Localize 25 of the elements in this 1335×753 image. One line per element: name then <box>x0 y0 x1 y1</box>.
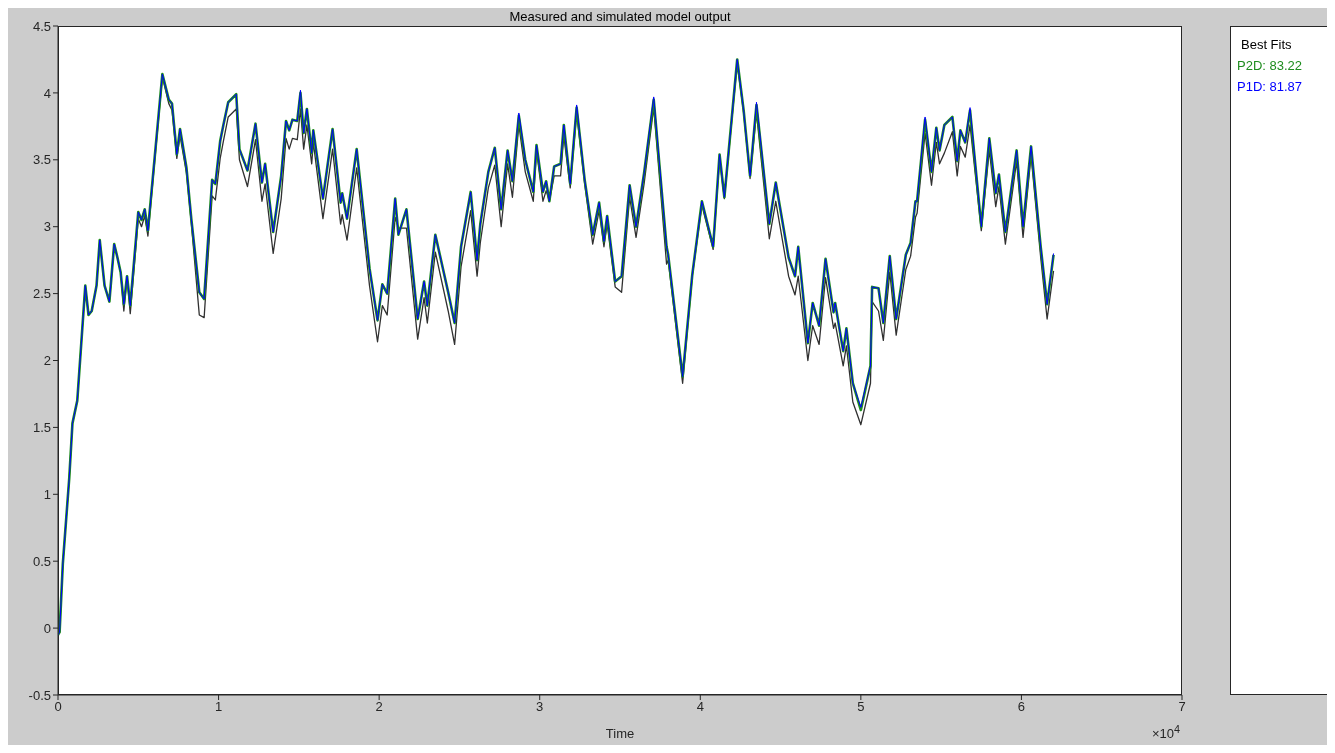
x-tick-label: 7 <box>1178 699 1186 715</box>
x-tick-label: 3 <box>536 699 544 715</box>
legend-title: Best Fits <box>1240 37 1293 52</box>
x-tick-label: 2 <box>375 699 383 715</box>
x-axis-title: Time <box>605 726 635 741</box>
y-tick-label: 2.5 <box>32 286 51 302</box>
y-tick-label: 1.5 <box>32 420 51 436</box>
y-tick-label: 2 <box>43 353 51 369</box>
chart-title: Measured and simulated model output <box>508 8 732 25</box>
x-tick-label: 6 <box>1017 699 1026 715</box>
x-tick-label: 1 <box>214 699 223 715</box>
y-tick-label: 0 <box>43 620 51 636</box>
y-tick-label: 3 <box>43 219 51 235</box>
text: P2D: 83.22 <box>1237 58 1304 73</box>
y-tick-label: 4 <box>43 85 51 101</box>
y-tick-label: 0.5 <box>32 553 51 569</box>
text: P1D: 81.87 <box>1237 79 1304 94</box>
x-tick-label: 4 <box>696 699 704 715</box>
y-tick-label: 4.5 <box>32 18 51 34</box>
y-tick-label: 1 <box>43 486 51 502</box>
y-tick-label: 3.5 <box>32 152 51 168</box>
x-tick-label: 0 <box>54 699 62 715</box>
x-tick-label: 5 <box>857 699 865 715</box>
y-tick-label: -0.5 <box>28 687 51 703</box>
text: ×10$^{4}$ <box>1152 723 1181 742</box>
